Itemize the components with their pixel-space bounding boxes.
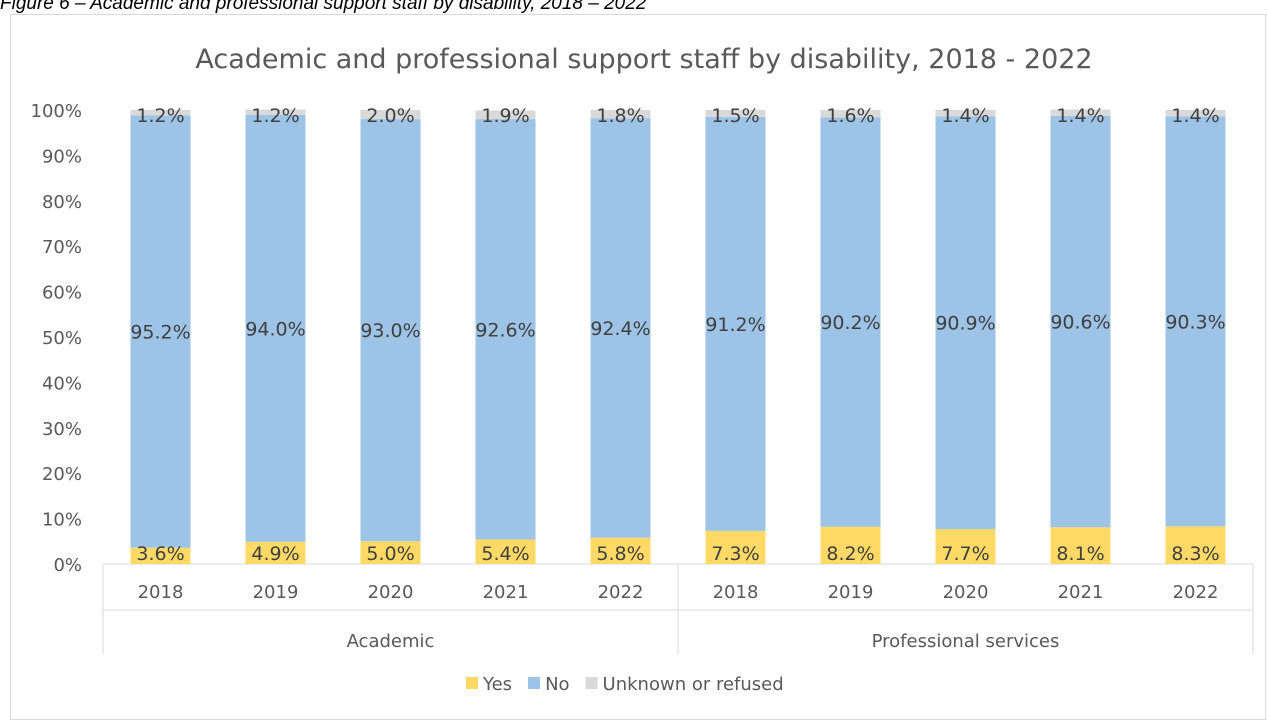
data-label: 5.4% [481, 543, 529, 565]
y-tick-label: 100% [31, 101, 82, 122]
data-label: 8.1% [1056, 543, 1104, 565]
bar-segment-no [590, 118, 651, 538]
data-label: 1.8% [596, 105, 644, 127]
data-label: 1.4% [1171, 105, 1219, 127]
bar-segment-unknown-or-refused [1165, 110, 1226, 117]
data-label: 1.5% [711, 105, 759, 127]
bar-segment-unknown-or-refused [935, 110, 996, 117]
data-label: 93.0% [360, 320, 420, 342]
x-tick-label: 2019 [253, 582, 299, 603]
data-label: 5.0% [366, 543, 414, 565]
bars [130, 109, 1226, 564]
bar-segment-no [705, 116, 766, 531]
bar-segment-yes [1165, 526, 1226, 564]
bar-segment-yes [245, 541, 306, 564]
figure-caption: Figure 6 – Academic and professional sup… [0, 0, 647, 14]
data-label: 5.8% [596, 543, 644, 565]
bar-segment-yes [475, 539, 536, 564]
group-label: Academic [347, 631, 435, 652]
bar-segment-unknown-or-refused [1050, 109, 1111, 116]
x-tick-label: 2018 [713, 582, 759, 603]
y-tick-label: 90% [42, 146, 82, 167]
data-label: 7.7% [941, 543, 989, 565]
bar-segment-yes [590, 537, 651, 564]
data-label: 94.0% [245, 318, 305, 340]
x-tick-label: 2019 [828, 582, 874, 603]
bar-segment-no [360, 119, 421, 542]
legend: Yes No Unknown or refused [466, 674, 784, 695]
bar-segment-unknown-or-refused [590, 110, 651, 119]
bar-segment-no [1165, 116, 1226, 527]
data-label: 1.4% [941, 105, 989, 127]
data-label: 92.4% [590, 318, 650, 340]
y-tick-label: 30% [42, 419, 82, 440]
group-label: Professional services [872, 631, 1060, 652]
legend-label: No [545, 674, 569, 695]
data-label: 1.2% [136, 105, 184, 127]
bar-segment-yes [935, 529, 996, 564]
data-label: 8.2% [826, 543, 874, 565]
legend-swatch [466, 677, 478, 689]
bar-segment-unknown-or-refused [245, 109, 306, 115]
data-label: 2.0% [366, 105, 414, 127]
data-label: 1.2% [251, 105, 299, 127]
x-tick-label: 2020 [368, 582, 414, 603]
data-label: 7.3% [711, 543, 759, 565]
data-label: 3.6% [136, 543, 184, 565]
x-tick-label: 2022 [598, 582, 644, 603]
bar-segment-no [935, 116, 996, 530]
bar-segment-no [130, 115, 191, 548]
y-tick-label: 10% [42, 510, 82, 531]
data-labels: 3.6% 95.2% 1.2% 4.9% 94.0% 1.2% 5.0% 93.0% 2.0% 5… [130, 105, 1225, 565]
data-label: 92.6% [475, 319, 535, 341]
data-label: 90.2% [820, 312, 880, 334]
y-tick-label: 40% [42, 373, 82, 394]
y-tick-label: 20% [42, 464, 82, 485]
bar-segment-unknown-or-refused [475, 110, 536, 120]
legend-label: Yes [482, 674, 512, 695]
bar-segment-yes [130, 547, 191, 564]
data-label: 1.4% [1056, 105, 1104, 127]
data-label: 1.9% [481, 105, 529, 127]
bar-segment-yes [360, 541, 421, 564]
bar-segment-no [475, 119, 536, 540]
y-tick-label: 50% [42, 328, 82, 349]
x-tick-label: 2020 [943, 582, 989, 603]
bar-segment-no [245, 114, 306, 542]
x-tick-label: 2021 [483, 582, 529, 603]
bar-segment-yes [820, 526, 881, 564]
data-label: 8.3% [1171, 543, 1219, 565]
x-tick-label: 2021 [1058, 582, 1104, 603]
bar-segment-unknown-or-refused [705, 110, 766, 117]
bar-segment-no [820, 117, 881, 527]
legend-label: Unknown or refused [603, 674, 784, 695]
y-tick-label: 80% [42, 192, 82, 213]
bar-segment-yes [1050, 527, 1111, 564]
y-tick-label: 60% [42, 283, 82, 304]
data-label: 4.9% [251, 543, 299, 565]
legend-swatch [585, 677, 598, 689]
data-label: 90.9% [935, 313, 995, 335]
x-tick-label: 2018 [138, 582, 184, 603]
bar-segment-yes [705, 530, 766, 564]
y-tick-label: 70% [42, 237, 82, 258]
data-label: 95.2% [130, 322, 190, 344]
data-label: 1.6% [826, 105, 874, 127]
y-tick-label: 0% [53, 555, 82, 576]
data-label: 90.3% [1165, 311, 1225, 333]
chart-title: Academic and professional support staff … [195, 44, 1092, 75]
bar-segment-unknown-or-refused [360, 110, 421, 120]
x-tick-label: 2022 [1173, 582, 1219, 603]
bar-segment-unknown-or-refused [820, 110, 881, 118]
data-label: 91.2% [705, 314, 765, 336]
bar-segment-no [1050, 115, 1111, 528]
data-label: 90.6% [1050, 312, 1110, 334]
bar-segment-unknown-or-refused [130, 110, 191, 116]
legend-swatch [528, 677, 541, 689]
